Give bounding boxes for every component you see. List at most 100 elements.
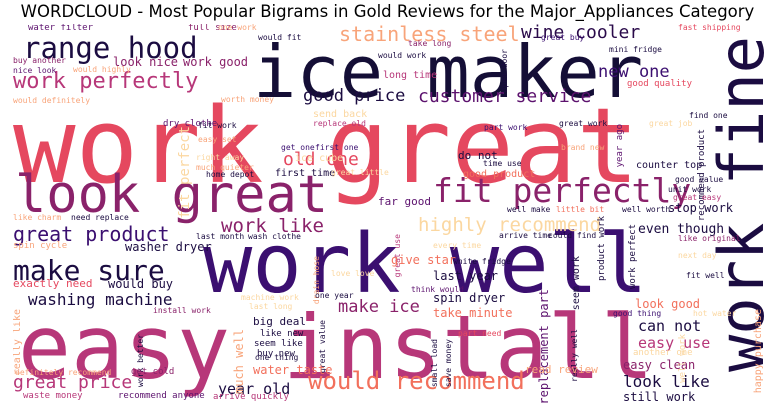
word-spin-dryer: spin dryer	[433, 291, 506, 305]
word-home-depot: home depot	[206, 170, 255, 179]
word-work-great: work great	[13, 85, 640, 207]
word-like-new: like new	[260, 329, 304, 339]
word-well-worth: well worth	[622, 205, 671, 214]
word-could-find: could find	[548, 231, 597, 240]
word-one-year: one year	[315, 291, 354, 300]
word-stainless-steel: stainless steel	[339, 24, 520, 46]
word-open-door: open door	[500, 49, 509, 93]
word-would-work: would work	[378, 51, 427, 60]
word-install-work: install work	[153, 306, 211, 315]
word-work-like: work like	[221, 215, 324, 237]
word-would-definitely: would definitely	[13, 96, 91, 105]
word-good-price: good price	[303, 86, 406, 106]
word-easy-install: easy install	[18, 296, 654, 399]
word-read-review: read review	[525, 363, 598, 376]
word-full-size: full size	[188, 24, 237, 33]
word-take-long: take long	[408, 39, 452, 48]
word-would-recommend: would recommend	[308, 367, 525, 395]
word-take-minute: take minute	[433, 306, 513, 320]
word-need-replace: need replace	[71, 213, 129, 222]
word-easy-use: easy use	[638, 334, 711, 352]
word-last-year: last year	[433, 269, 499, 283]
word-much-quieter: much quieter	[196, 163, 254, 172]
word-wine-cooler: wine cooler	[521, 24, 641, 43]
word-well-work: well work	[678, 334, 688, 383]
word-do-not: do not	[458, 149, 498, 162]
word-little-bit: little bit	[556, 205, 605, 214]
word-arrive-quickly: arrive quickly	[213, 392, 289, 402]
word-make-ice: make ice	[338, 297, 420, 317]
word-product-work: product work	[597, 216, 607, 282]
word-fit-well: fit well	[686, 271, 725, 280]
word-would-buy: would buy	[108, 277, 174, 291]
word-great-little: great little	[331, 168, 389, 177]
word-last-month: last month	[196, 232, 245, 241]
word-get-cold: get cold	[131, 367, 175, 377]
word-another-one: another one	[633, 348, 693, 358]
word-fit-perfect: fit perfect	[177, 126, 193, 219]
word-washing-machine: washing machine	[28, 290, 173, 309]
word-new-one: new one	[598, 62, 670, 82]
word-can-not: can not	[638, 317, 702, 335]
word-look-nice: look nice	[113, 55, 179, 69]
word-time-use: time use	[483, 159, 522, 168]
word-one-thing: one thing	[255, 353, 299, 362]
word-like-charm: like charm	[13, 213, 62, 222]
word-look-like: look like	[623, 372, 710, 391]
word-year-old: year old	[218, 380, 291, 398]
word-look-great: look great	[15, 165, 329, 225]
word-great-price: great price	[13, 372, 133, 393]
word-part-work: part work	[484, 123, 528, 132]
word-small-load: small load	[430, 339, 439, 388]
word-even-though: even though	[638, 222, 725, 237]
word-fit-perfectly: fit perfectly	[433, 171, 692, 210]
word-think-would: think would	[411, 285, 464, 294]
word-replace-old: replace old	[313, 119, 366, 128]
word-part-need: part need	[458, 329, 502, 338]
word-cloud: work great work well easy install ice ma…	[13, 24, 771, 404]
word-machine-work: machine work	[241, 293, 299, 302]
word-good-thing: good thing	[613, 309, 662, 318]
word-ice-cube: ice cube	[295, 153, 344, 164]
word-waste-money: waste money	[23, 391, 83, 401]
word-spin-cycle: spin cycle	[13, 241, 68, 251]
word-far-good: far good	[378, 195, 431, 208]
word-first-one: first one	[315, 143, 359, 152]
word-really-like: really like	[13, 309, 23, 376]
word-good-product: good product	[463, 169, 536, 180]
word-happy-purchase: happy purchase	[753, 309, 764, 394]
word-customer-service: customer service	[418, 86, 592, 107]
word-save-money: save money	[444, 339, 453, 388]
word-range-hood: range hood	[23, 31, 198, 65]
word-year-ago: year ago	[615, 124, 625, 168]
word-first-time: first time	[275, 168, 336, 179]
word-recommend-anyone: recommend anyone	[118, 391, 205, 401]
word-hot-water: hot water	[693, 309, 737, 318]
word-old-one: old one	[283, 149, 359, 170]
word-arrive-time: arrive time	[499, 231, 552, 240]
word-next-day: next day	[678, 251, 717, 260]
word-right-away: right away	[196, 153, 245, 162]
word-work-perfectly: work perfectly	[13, 69, 199, 94]
word-work-better: work better	[136, 334, 145, 387]
word-last-long: last long	[249, 302, 293, 311]
word-stop-work: stop work	[668, 201, 734, 215]
word-fast-shipping: fast shipping	[678, 24, 741, 32]
word-ice-maker: ice maker	[253, 30, 644, 114]
word-replacement-part: replacement part	[537, 289, 551, 404]
word-water-taste: water taste	[253, 363, 333, 377]
word-great-job: great job	[649, 119, 693, 128]
word-good-value: good value	[675, 175, 724, 184]
word-mini-fridge: mini fridge	[609, 45, 662, 54]
word-great-work: great work	[559, 119, 608, 128]
word-much-well: much well	[232, 329, 246, 395]
word-get-one: get one	[281, 143, 315, 152]
word-great-easy: great easy	[673, 193, 722, 202]
word-white-fridge: white fridge	[453, 257, 511, 266]
word-every-time: every time	[433, 241, 482, 250]
word-easy-clean: easy clean	[623, 358, 696, 372]
word-still-work: still work	[623, 390, 696, 404]
word-look-good: look good	[635, 297, 701, 311]
word-fit-work: fit work	[198, 121, 237, 130]
word-buy-new: buy new	[257, 349, 295, 359]
